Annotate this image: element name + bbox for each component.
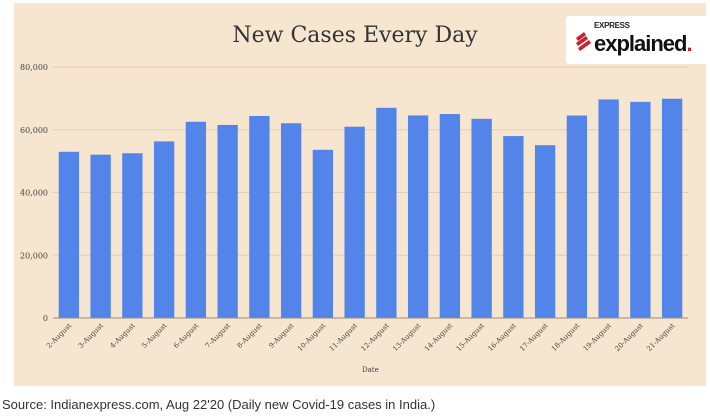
bar: [661, 98, 683, 318]
x-tick-label: 9-August: [267, 322, 295, 350]
x-tick-label: 13-August: [391, 322, 422, 353]
logo-explained-word: explained: [594, 31, 687, 56]
x-tick-label: 5-August: [140, 322, 168, 350]
bar: [534, 145, 556, 318]
bar: [503, 136, 524, 318]
source-caption: Source: Indianexpress.com, Aug 22'20 (Da…: [2, 397, 436, 412]
logo-express: EXPRESS: [594, 21, 630, 30]
bar: [153, 141, 175, 318]
x-tick-label: 12-August: [360, 322, 391, 353]
x-tick-label: 11-August: [328, 322, 359, 353]
bar: [185, 121, 207, 319]
x-tick-label: 21-August: [645, 322, 676, 353]
bar: [630, 101, 651, 319]
bar: [90, 154, 111, 318]
x-tick-label: 10-August: [296, 322, 327, 353]
y-tick-label: 0: [43, 314, 48, 323]
x-tick-label: 8-August: [236, 322, 264, 350]
bar: [344, 126, 365, 319]
bar: [280, 123, 302, 318]
x-axis-label: Date: [362, 366, 379, 374]
logo-dot: .: [686, 31, 692, 56]
x-tick-label: 2-August: [45, 322, 73, 350]
x-tick-label: 4-August: [109, 322, 137, 350]
x-tick-label: 18-August: [550, 322, 581, 353]
bar: [217, 124, 238, 318]
bar: [407, 115, 429, 318]
x-tick-label: 3-August: [77, 322, 105, 350]
logo-explained: explained.: [594, 31, 693, 56]
bar: [58, 151, 80, 318]
x-tick-label: 20-August: [614, 322, 645, 353]
y-tick-label: 80,000: [20, 63, 48, 72]
bar: [566, 115, 588, 318]
bar: [249, 115, 270, 318]
y-tick-label: 20,000: [20, 251, 48, 260]
bar: [598, 99, 619, 318]
x-tick-label: 7-August: [204, 322, 232, 350]
chart-title: New Cases Every Day: [232, 23, 478, 48]
x-tick-label: 14-August: [423, 322, 454, 353]
express-explained-logo: EXPRESS explained.: [566, 16, 710, 64]
bar: [471, 118, 492, 318]
x-tick-label: 16-August: [487, 322, 518, 353]
x-tick-label: 17-August: [518, 322, 549, 353]
y-tick-label: 40,000: [20, 189, 48, 198]
x-tick-label: 15-August: [455, 322, 486, 353]
logo-stripes-icon: [576, 32, 591, 51]
x-tick-label: 19-August: [582, 322, 613, 353]
bar: [122, 153, 143, 318]
bar: [312, 149, 334, 318]
y-tick-label: 60,000: [20, 126, 48, 135]
bar: [376, 107, 397, 318]
x-tick-label: 6-August: [172, 322, 200, 350]
bar: [439, 114, 461, 318]
